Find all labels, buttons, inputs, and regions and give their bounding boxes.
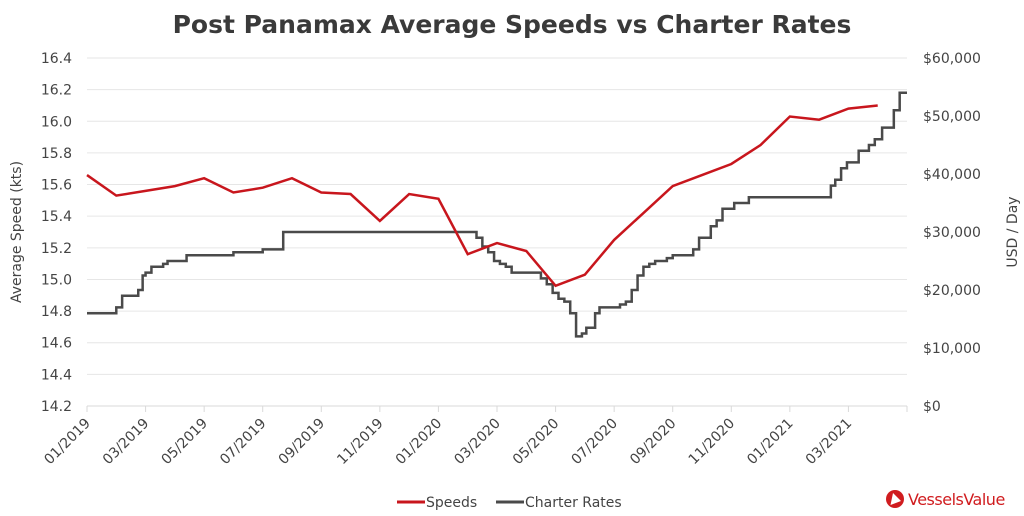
y2-tick-label: $10,000 bbox=[923, 341, 981, 357]
y2-tick-label: $60,000 bbox=[923, 51, 981, 67]
y-tick-label: 14.8 bbox=[41, 304, 72, 320]
series-line-speeds bbox=[86, 104, 878, 288]
legend: Speeds Charter Rates bbox=[397, 495, 622, 511]
y-axis-right: $0 $10,000 $20,000 $30,000 $40,000 $50,000 $60… bbox=[923, 51, 981, 415]
x-tick-label: 01/2021 bbox=[744, 416, 796, 468]
x-tick-label: 03/2021 bbox=[803, 416, 855, 468]
y-tick-label: 15.4 bbox=[41, 209, 72, 225]
x-tick-label: 01/2020 bbox=[393, 416, 445, 468]
y-tick-label: 16.2 bbox=[41, 83, 72, 99]
y-axis-title-right: USD / Day bbox=[1005, 196, 1021, 267]
legend-label-speeds: Speeds bbox=[426, 495, 477, 511]
series-line-charter-rates bbox=[87, 91, 907, 338]
y2-tick-label: $40,000 bbox=[923, 167, 981, 183]
legend-label-charter-rates: Charter Rates bbox=[525, 495, 622, 511]
logo-text: VesselsValue bbox=[908, 490, 1005, 509]
gridlines bbox=[87, 57, 907, 407]
x-tick-label: 03/2019 bbox=[100, 416, 152, 468]
x-tick-label: 05/2020 bbox=[510, 416, 562, 468]
x-tick-label: 05/2019 bbox=[159, 416, 211, 468]
x-tick-label: 11/2019 bbox=[334, 416, 386, 468]
vesselsvalue-logo: VesselsValue bbox=[886, 490, 1005, 509]
x-tick-label: 01/2019 bbox=[41, 416, 93, 468]
y-tick-label: 15.0 bbox=[41, 272, 72, 288]
x-tick-label: 09/2020 bbox=[627, 416, 679, 468]
chart-title: Post Panamax Average Speeds vs Charter R… bbox=[173, 10, 852, 39]
y2-tick-label: $0 bbox=[923, 399, 941, 415]
x-tick-label: 07/2019 bbox=[217, 416, 269, 468]
y2-tick-label: $20,000 bbox=[923, 283, 981, 299]
series-group bbox=[86, 91, 908, 338]
y-tick-label: 16.4 bbox=[41, 51, 72, 67]
x-tick-label: 09/2019 bbox=[276, 416, 328, 468]
legend-item-charter-rates[interactable]: Charter Rates bbox=[496, 495, 622, 511]
y-tick-label: 15.2 bbox=[41, 241, 72, 257]
y2-tick-label: $50,000 bbox=[923, 109, 981, 125]
y-tick-label: 14.6 bbox=[41, 336, 72, 352]
x-tick-label: 03/2020 bbox=[451, 416, 503, 468]
y-tick-label: 15.8 bbox=[41, 146, 72, 162]
y-tick-label: 14.2 bbox=[41, 399, 72, 415]
x-tick-label: 11/2020 bbox=[686, 416, 738, 468]
logo-triangle-icon bbox=[890, 493, 901, 505]
legend-item-speeds[interactable]: Speeds bbox=[397, 495, 477, 511]
y-axis-title-left: Average Speed (kts) bbox=[9, 161, 25, 303]
x-tick-label: 07/2020 bbox=[569, 416, 621, 468]
y-tick-label: 14.4 bbox=[41, 367, 72, 383]
y-tick-label: 16.0 bbox=[41, 114, 72, 130]
y2-tick-label: $30,000 bbox=[923, 225, 981, 241]
y-axis-left: 14.2 14.4 14.6 14.8 15.0 15.2 15.4 15.6 15.8 16.0… bbox=[41, 51, 72, 415]
x-axis: 01/2019 03/2019 05/2019 07/2019 09/2019 11/20… bbox=[41, 406, 908, 468]
y-tick-label: 15.6 bbox=[41, 178, 72, 194]
